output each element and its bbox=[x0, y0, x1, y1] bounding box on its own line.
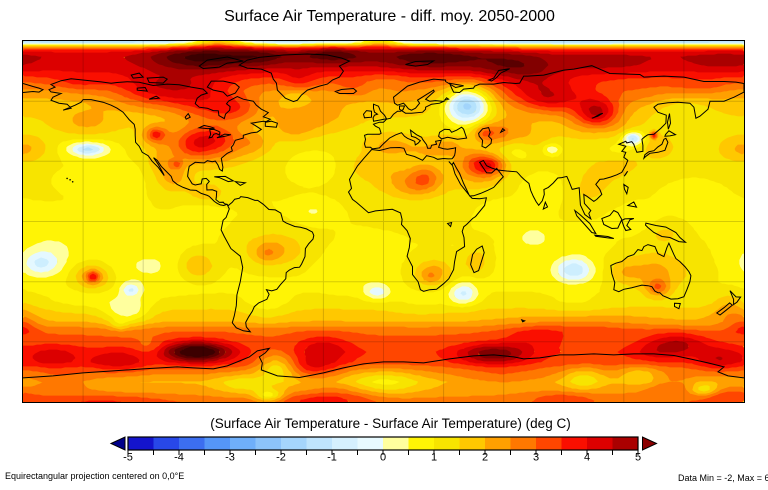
svg-text:0: 0 bbox=[380, 452, 386, 464]
svg-text:-2: -2 bbox=[276, 452, 286, 464]
svg-text:1: 1 bbox=[431, 452, 437, 464]
svg-text:-1: -1 bbox=[327, 452, 337, 464]
svg-text:-5: -5 bbox=[123, 452, 133, 464]
svg-text:-3: -3 bbox=[225, 452, 235, 464]
svg-text:3: 3 bbox=[533, 452, 539, 464]
svg-text:2: 2 bbox=[482, 452, 488, 464]
svg-text:-4: -4 bbox=[174, 452, 184, 464]
svg-text:4: 4 bbox=[584, 452, 590, 464]
svg-text:5: 5 bbox=[635, 452, 641, 464]
